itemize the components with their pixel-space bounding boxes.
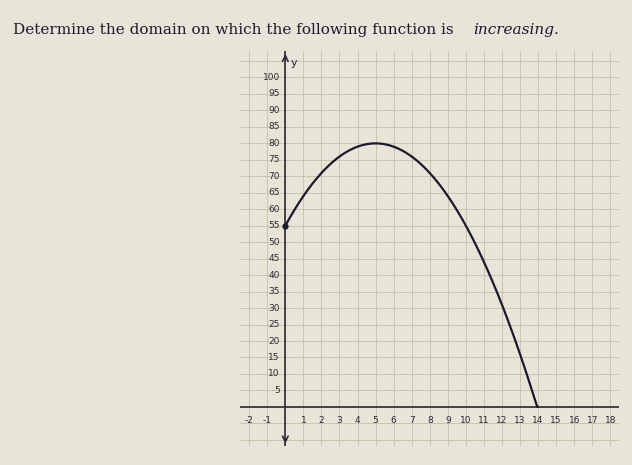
- Text: 45: 45: [269, 254, 280, 263]
- Text: 30: 30: [269, 304, 280, 312]
- Text: 20: 20: [269, 337, 280, 345]
- Text: 75: 75: [269, 155, 280, 164]
- Text: 25: 25: [269, 320, 280, 329]
- Text: -2: -2: [245, 416, 253, 425]
- Text: 17: 17: [586, 416, 598, 425]
- Text: 9: 9: [445, 416, 451, 425]
- Text: 50: 50: [269, 238, 280, 247]
- Text: 13: 13: [514, 416, 526, 425]
- Text: 70: 70: [269, 172, 280, 181]
- Text: 65: 65: [269, 188, 280, 197]
- Text: increasing.: increasing.: [473, 23, 559, 37]
- Text: 95: 95: [269, 89, 280, 99]
- Text: -1: -1: [263, 416, 272, 425]
- Text: 12: 12: [496, 416, 507, 425]
- Text: 14: 14: [532, 416, 544, 425]
- Text: 90: 90: [269, 106, 280, 115]
- Text: 100: 100: [263, 73, 280, 82]
- Text: Determine the domain on which the following function is: Determine the domain on which the follow…: [13, 23, 458, 37]
- Text: 15: 15: [269, 353, 280, 362]
- Text: 6: 6: [391, 416, 396, 425]
- Text: 5: 5: [373, 416, 379, 425]
- Text: 7: 7: [409, 416, 415, 425]
- Text: 55: 55: [269, 221, 280, 230]
- Text: 10: 10: [460, 416, 471, 425]
- Text: 80: 80: [269, 139, 280, 148]
- Text: 1: 1: [300, 416, 307, 425]
- Text: 10: 10: [269, 369, 280, 379]
- Text: 8: 8: [427, 416, 433, 425]
- Text: 35: 35: [269, 287, 280, 296]
- Text: 2: 2: [319, 416, 324, 425]
- Text: 60: 60: [269, 205, 280, 214]
- Text: 4: 4: [355, 416, 360, 425]
- Text: 16: 16: [568, 416, 580, 425]
- Text: 3: 3: [337, 416, 343, 425]
- Text: 85: 85: [269, 122, 280, 132]
- Text: y: y: [291, 58, 297, 68]
- Text: 15: 15: [550, 416, 562, 425]
- Text: 5: 5: [274, 386, 280, 395]
- Text: 40: 40: [269, 271, 280, 279]
- Text: 11: 11: [478, 416, 490, 425]
- Text: 18: 18: [605, 416, 616, 425]
